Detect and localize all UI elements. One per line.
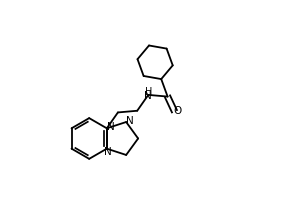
Text: O: O	[174, 106, 182, 116]
Text: N: N	[144, 91, 152, 101]
Text: N: N	[104, 147, 112, 157]
Text: N: N	[126, 116, 134, 126]
Text: H: H	[145, 87, 152, 97]
Text: N: N	[107, 122, 114, 132]
